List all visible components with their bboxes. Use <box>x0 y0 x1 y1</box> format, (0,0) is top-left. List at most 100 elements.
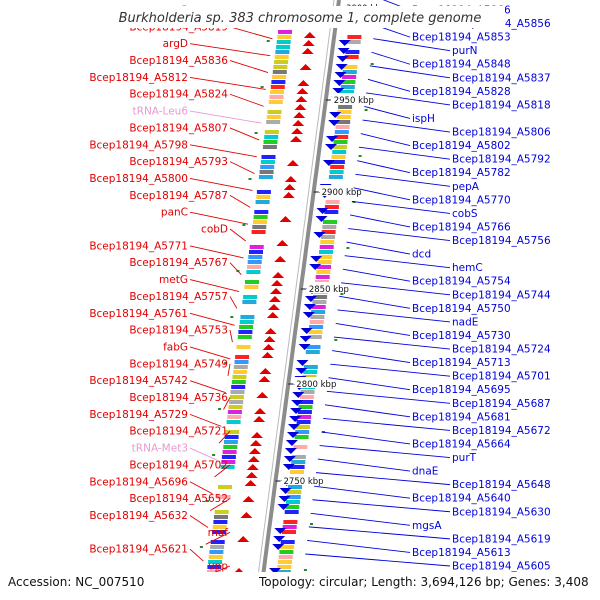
label-leader-line <box>353 187 411 201</box>
feature-block <box>264 130 279 134</box>
feature-block <box>319 245 334 249</box>
forward-gene-arrow <box>284 176 297 182</box>
left-gene-label: Bcep18194_A5753 <box>129 325 228 337</box>
summary-text: Topology: circular; Length: 3,694,126 bp… <box>258 575 589 589</box>
tick-dot <box>254 132 258 134</box>
feature-block <box>210 545 225 549</box>
forward-gene-arrow <box>295 96 308 102</box>
feature-block <box>347 35 362 39</box>
feature-block <box>275 50 290 54</box>
forward-gene-arrow <box>296 88 309 94</box>
left-gene-label: Bcep18194_A5800 <box>89 173 188 185</box>
right-gene-label: Bcep18194_A5640 <box>412 493 511 505</box>
feature-block <box>330 165 345 169</box>
feature-block <box>249 250 263 254</box>
feature-block <box>239 325 254 329</box>
right-gene-label: Bcep18194_A5713 <box>412 357 511 369</box>
feature-block <box>310 315 325 319</box>
left-gene-label: upp <box>208 561 228 573</box>
feature-block <box>224 435 239 439</box>
label-leader-line <box>328 377 411 391</box>
feature-block <box>276 45 291 49</box>
label-leader-line <box>339 295 411 309</box>
left-gene-label: Bcep18194_A5757 <box>129 291 228 303</box>
forward-gene-arrow <box>267 304 280 310</box>
feature-block <box>311 305 326 309</box>
reverse-gene-arrow <box>269 568 281 574</box>
feature-block <box>320 240 335 244</box>
forward-gene-arrow <box>248 448 261 454</box>
label-leader-line <box>305 553 451 567</box>
map-title: Burkholderia sp. 383 chromosome 1, compl… <box>119 11 482 26</box>
forward-gene-arrow <box>254 408 267 414</box>
right-gene-label: Bcep18194_A5853 <box>412 32 511 44</box>
feature-block <box>222 450 237 454</box>
forward-gene-arrow <box>246 464 259 470</box>
left-gene-label: argD <box>163 38 188 50</box>
label-leader-line <box>367 78 411 92</box>
feature-block <box>207 565 222 569</box>
feature-block <box>309 325 324 329</box>
label-leader-line <box>324 404 411 418</box>
feature-block <box>309 320 324 324</box>
reverse-gene-arrow <box>337 48 350 54</box>
accession-text: Accession: NC_007510 <box>8 575 144 589</box>
feature-block <box>312 300 327 304</box>
feature-block <box>298 405 313 409</box>
feature-block <box>208 555 223 559</box>
feature-block <box>290 465 305 469</box>
forward-gene-arrow <box>242 496 255 502</box>
reverse-gene-arrow <box>282 464 295 470</box>
feature-block <box>286 495 301 499</box>
feature-block <box>282 525 297 529</box>
feature-block <box>299 400 314 404</box>
label-leader-line <box>333 336 451 350</box>
feature-block <box>321 230 336 234</box>
feature-block <box>248 255 263 259</box>
reverse-gene-arrow <box>298 344 311 350</box>
feature-block <box>318 255 333 259</box>
feature-block <box>209 550 224 554</box>
forward-gene-arrow <box>286 160 299 166</box>
label-leader-line <box>357 160 411 174</box>
scale-backdrop <box>281 474 326 485</box>
feature-block <box>218 485 232 489</box>
feature-block <box>322 225 337 229</box>
right-gene-label: Bcep18194_A5754 <box>412 276 511 288</box>
feature-block <box>256 195 271 199</box>
label-leader-line <box>364 106 411 119</box>
feature-block <box>235 355 250 359</box>
feature-block <box>325 200 340 204</box>
feature-block <box>324 210 339 214</box>
left-gene-label: cobD <box>201 224 228 236</box>
feature-block <box>243 295 258 299</box>
tick-dot <box>358 155 362 157</box>
label-leader-line <box>337 309 451 323</box>
feature-block <box>253 215 268 219</box>
feature-block <box>231 380 246 384</box>
feature-block <box>271 80 286 84</box>
right-gene-label: Bcep18194_A5818 <box>452 99 551 111</box>
left-gene-label: Bcep18194_A5824 <box>129 89 228 101</box>
feature-block <box>288 485 302 489</box>
tick-dot <box>230 316 234 318</box>
forward-gene-arrow <box>244 480 257 486</box>
forward-gene-arrow <box>290 136 302 142</box>
label-leader-line <box>229 26 273 40</box>
feature-block <box>336 120 351 124</box>
feature-block <box>261 155 276 159</box>
feature-block <box>280 540 295 544</box>
right-gene-label: Bcep18194_A5730 <box>412 330 511 342</box>
feature-block <box>263 140 278 144</box>
feature-block <box>240 315 255 319</box>
forward-gene-arrow <box>272 272 285 278</box>
left-gene-label: maf <box>208 527 229 539</box>
right-gene-label: hemC <box>452 262 483 274</box>
label-leader-line <box>335 323 411 336</box>
label-leader-line <box>323 417 451 431</box>
feature-block <box>278 555 293 559</box>
tick-dot <box>260 86 264 88</box>
reverse-gene-arrow <box>289 416 302 422</box>
label-leader-line <box>229 194 251 208</box>
feature-block <box>244 285 259 289</box>
